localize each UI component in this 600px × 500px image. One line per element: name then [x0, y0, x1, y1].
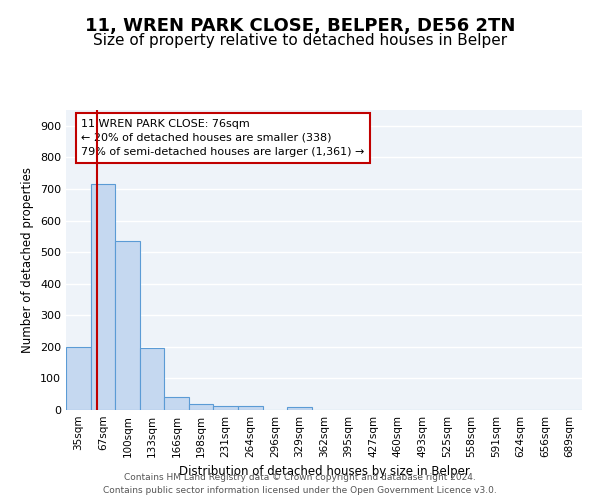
Y-axis label: Number of detached properties: Number of detached properties [22, 167, 34, 353]
Bar [91, 184, 115, 410]
Bar [238, 406, 263, 410]
X-axis label: Distribution of detached houses by size in Belper: Distribution of detached houses by size … [179, 466, 469, 478]
Bar [287, 408, 312, 410]
Bar [164, 396, 189, 410]
Text: Contains HM Land Registry data © Crown copyright and database right 2024.
Contai: Contains HM Land Registry data © Crown c… [103, 473, 497, 495]
Bar [115, 241, 140, 410]
Text: 11 WREN PARK CLOSE: 76sqm
← 20% of detached houses are smaller (338)
79% of semi: 11 WREN PARK CLOSE: 76sqm ← 20% of detac… [82, 119, 365, 157]
Bar [214, 406, 238, 410]
Bar [140, 348, 164, 410]
Text: 11, WREN PARK CLOSE, BELPER, DE56 2TN: 11, WREN PARK CLOSE, BELPER, DE56 2TN [85, 18, 515, 36]
Bar [189, 404, 214, 410]
Text: Size of property relative to detached houses in Belper: Size of property relative to detached ho… [93, 32, 507, 48]
Bar [66, 347, 91, 410]
